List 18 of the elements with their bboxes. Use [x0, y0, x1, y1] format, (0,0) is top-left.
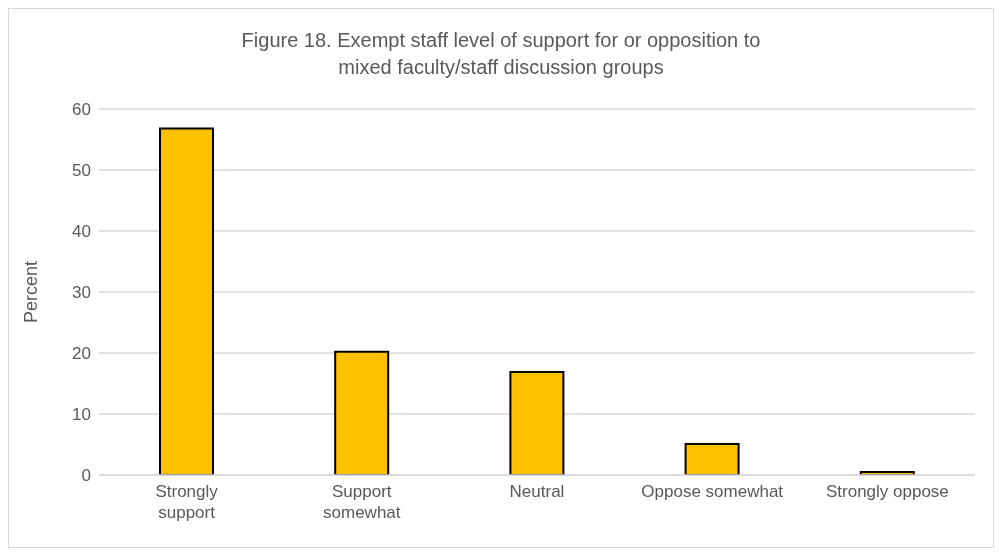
y-tick-label: 50 — [72, 161, 91, 181]
x-tick-label: Support somewhat — [323, 482, 401, 522]
x-tick-label: Strongly oppose — [825, 482, 949, 501]
x-tick-label: Strongly support — [155, 482, 219, 522]
bar — [159, 127, 214, 475]
x-tick-label: Neutral — [509, 482, 565, 501]
x-tick-label: Oppose somewhat — [641, 482, 784, 501]
bar — [334, 350, 390, 475]
bar — [509, 370, 565, 475]
y-tick-label: 0 — [81, 466, 91, 486]
y-tick-label: 10 — [72, 405, 91, 425]
y-tick-label: 40 — [72, 222, 91, 242]
y-tick-label: 30 — [72, 283, 91, 303]
y-tick-label: 20 — [72, 344, 91, 364]
bar — [684, 442, 740, 475]
chart-title: Figure 18. Exempt staff level of support for or opposition to mixed faculty/staff discussion groups — [240, 28, 762, 80]
y-tick-label: 60 — [72, 100, 91, 120]
y-axis-title: Percent — [21, 260, 42, 324]
